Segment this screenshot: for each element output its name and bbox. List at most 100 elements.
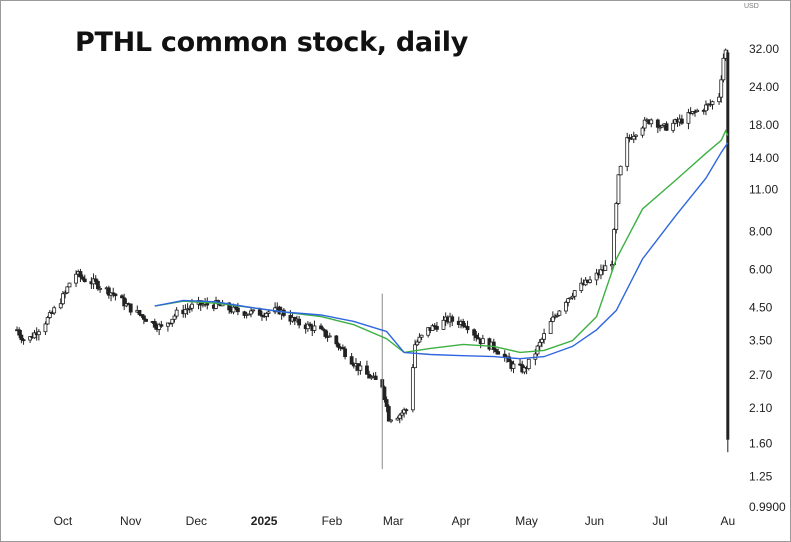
candle-body [170, 318, 175, 324]
y-tick-label: 11.00 [749, 183, 778, 197]
candle-body [319, 325, 323, 330]
y-tick-label: 1.60 [749, 437, 773, 451]
candle-body [235, 307, 240, 313]
candle-body [655, 119, 660, 128]
candle-body [58, 303, 63, 309]
candle-body [174, 309, 179, 317]
candle-body [382, 386, 387, 400]
x-tick-label: Jul [652, 514, 667, 528]
candle-body [542, 333, 546, 340]
candle-body [36, 331, 41, 336]
y-tick-label: 2.70 [749, 368, 773, 382]
candle-body [417, 336, 422, 343]
candle-body [395, 417, 400, 421]
candle-body [572, 290, 577, 297]
candle-body [570, 295, 575, 299]
candle-body [312, 325, 317, 331]
candle-body [159, 324, 164, 327]
candle-body [557, 310, 562, 316]
moving-average-slow [154, 142, 729, 360]
candle-body [323, 329, 328, 337]
x-tick-label: Feb [322, 514, 343, 528]
candle-body [550, 316, 555, 322]
candle-body [227, 302, 232, 311]
candle-body [343, 348, 347, 358]
y-axis: 32.00 24.00 18.00 14.00 11.00 8.00 6.00 4.50 3.5… [749, 42, 786, 514]
candle-body [82, 278, 87, 283]
y-tick-label: 1.25 [749, 469, 773, 483]
candle-body [139, 314, 144, 317]
candle-body [93, 278, 98, 282]
candle-body [249, 310, 253, 315]
candle-body [106, 287, 111, 296]
candle-body [384, 399, 389, 407]
candle-body [548, 321, 553, 334]
candle-body [658, 126, 662, 129]
candle-body [476, 337, 481, 340]
x-tick-label: Nov [120, 514, 141, 528]
candle-body [566, 298, 571, 303]
candle-body [152, 321, 157, 328]
candle-body [365, 365, 369, 375]
candle-body [555, 314, 560, 317]
candle-body [579, 282, 584, 291]
moving-average-fast [154, 129, 729, 354]
candles-layer [15, 48, 730, 470]
candle-body [242, 311, 247, 316]
candle-body [450, 316, 455, 322]
candle-body [603, 265, 608, 271]
y-tick-label: 6.00 [749, 263, 773, 277]
candle-body [640, 127, 645, 136]
candle-body [625, 137, 630, 167]
candle-body [494, 349, 498, 352]
candle-body [540, 338, 544, 343]
y-tick-label: 24.00 [749, 80, 779, 94]
candle-body [430, 325, 435, 331]
x-tick-label: May [515, 514, 538, 528]
moving-averages-layer [154, 129, 729, 360]
candle-body [266, 311, 271, 314]
candle-body [111, 292, 116, 295]
y-tick-label: 4.50 [749, 300, 773, 314]
candle-body [719, 79, 724, 98]
candle-body [614, 203, 619, 230]
candle-body [78, 271, 83, 278]
x-tick-label: Au [720, 514, 735, 528]
candle-body [336, 343, 341, 348]
candle-body [264, 312, 269, 317]
candle-body [369, 376, 374, 379]
candle-body [251, 309, 256, 312]
candle-body [721, 57, 726, 81]
y-tick-label: 18.00 [749, 118, 779, 132]
candle-body [710, 101, 715, 105]
candle-body [80, 276, 85, 280]
candle-body [631, 135, 636, 140]
candle-body [19, 334, 24, 341]
y-tick-label: 32.00 [749, 42, 779, 56]
candle-body [52, 307, 57, 314]
candle-body [367, 373, 372, 379]
candle-body [128, 303, 133, 313]
candle-body [349, 356, 354, 365]
x-tick-label: Dec [186, 514, 207, 528]
candle-body [415, 341, 420, 346]
candle-body [233, 306, 238, 309]
candle-body [61, 293, 65, 305]
candle-body [113, 293, 118, 297]
candle-body [231, 306, 236, 313]
candle-body [166, 322, 170, 327]
candle-body [386, 406, 391, 422]
candle-body [568, 297, 573, 300]
candle-body [305, 323, 310, 330]
y-tick-label: 2.10 [749, 401, 773, 415]
candle-body [201, 303, 205, 306]
y-tick-label: 8.00 [749, 225, 773, 239]
last-candle-body [726, 52, 730, 440]
candle-body [334, 335, 339, 345]
candle-body [664, 123, 669, 131]
candle-body [435, 326, 439, 330]
candle-body [144, 318, 148, 322]
candle-body [327, 335, 332, 338]
